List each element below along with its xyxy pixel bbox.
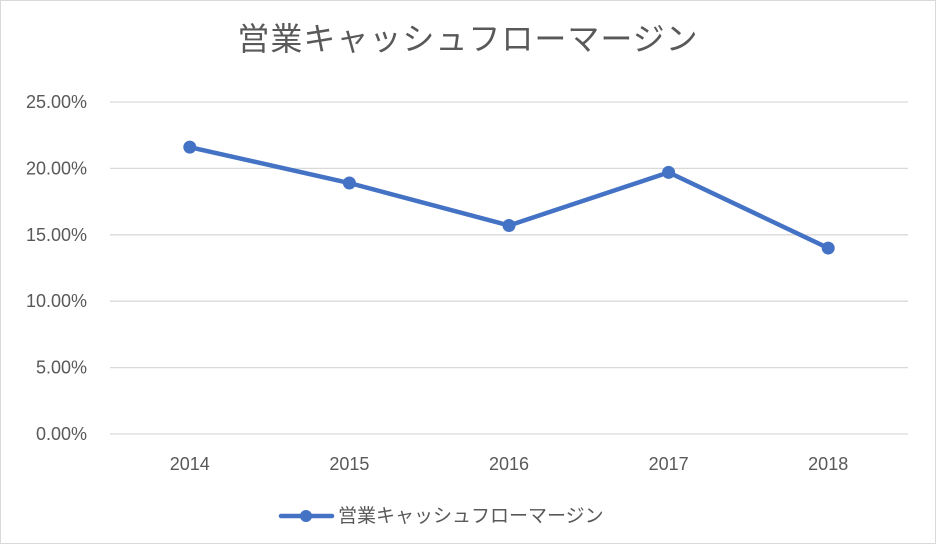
- data-point: [821, 241, 835, 255]
- gridlines: [110, 101, 908, 435]
- x-axis-ticks: 2014 2015 2016 2017 2018: [170, 454, 848, 474]
- y-tick-label: 25.00%: [26, 92, 87, 112]
- y-tick-label: 0.00%: [36, 424, 87, 444]
- legend-swatch-marker: [300, 510, 312, 522]
- x-tick-label: 2016: [489, 454, 529, 474]
- chart-title: 営業キャッシュフローマージン: [237, 20, 699, 58]
- y-tick-label: 20.00%: [26, 158, 87, 178]
- data-point: [342, 176, 356, 190]
- x-tick-label: 2014: [170, 454, 210, 474]
- series-group: [183, 140, 835, 255]
- y-tick-label: 5.00%: [36, 358, 87, 378]
- y-tick-label: 15.00%: [26, 225, 87, 245]
- legend-label: 営業キャッシュフローマージン: [338, 505, 604, 527]
- data-point: [662, 165, 676, 179]
- y-axis-ticks: 0.00% 5.00% 10.00% 15.00% 20.00% 25.00%: [26, 92, 87, 444]
- data-point: [502, 219, 516, 233]
- series-line: [187, 144, 831, 251]
- y-tick-label: 10.00%: [26, 291, 87, 311]
- x-tick-label: 2018: [808, 454, 848, 474]
- x-tick-label: 2017: [649, 454, 689, 474]
- x-tick-label: 2015: [329, 454, 369, 474]
- legend: 営業キャッシュフローマージン: [278, 505, 604, 527]
- data-point: [183, 140, 197, 154]
